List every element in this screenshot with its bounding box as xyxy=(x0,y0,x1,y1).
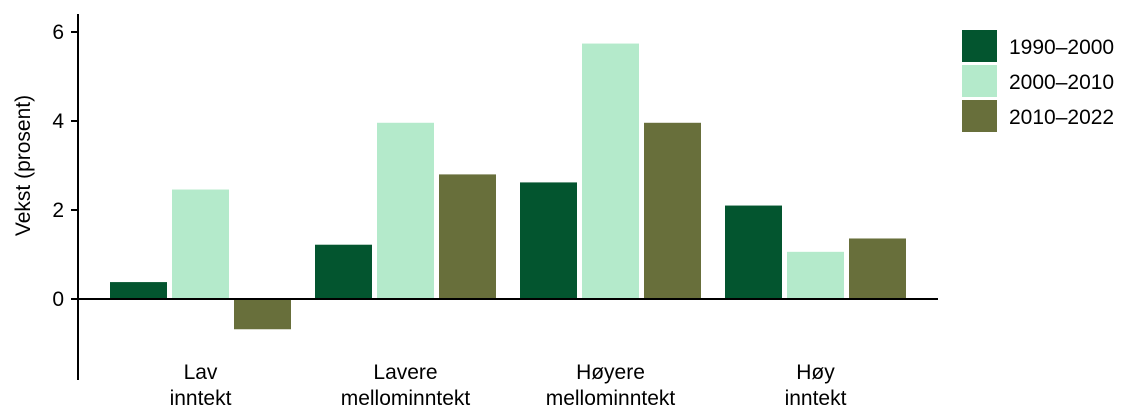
legend-swatch-1 xyxy=(962,30,997,62)
legend-swatch-3 xyxy=(962,100,997,132)
y-tick-label: 4 xyxy=(52,110,64,133)
legend-label-2: 2000–2010 xyxy=(1009,71,1114,94)
bar-1-3 xyxy=(520,182,577,299)
bar-1-2 xyxy=(315,244,372,299)
legend-label-1: 1990–2000 xyxy=(1009,36,1114,59)
x-tick-label: inntekt xyxy=(785,387,847,408)
x-tick-label: mellominntekt xyxy=(341,387,471,408)
bars xyxy=(110,43,906,330)
x-tick-label: mellominntekt xyxy=(546,387,676,408)
legend-label-3: 2010–2022 xyxy=(1009,106,1114,129)
x-tick-label: inntekt xyxy=(170,387,232,408)
bar-2-4 xyxy=(787,251,844,299)
y-axis: 0 2 4 6 xyxy=(52,14,79,380)
bar-1-4 xyxy=(725,205,782,299)
bar-3-4 xyxy=(849,238,906,299)
x-tick-label: Lav xyxy=(184,361,218,384)
legend-swatch-2 xyxy=(962,65,997,97)
x-tick-label: Høy xyxy=(796,361,835,384)
bar-3-3 xyxy=(644,122,701,299)
bar-1-1 xyxy=(110,282,167,299)
y-tick-label: 6 xyxy=(52,21,64,44)
bar-3-2 xyxy=(439,174,496,299)
bar-2-2 xyxy=(377,122,434,299)
x-axis: Lav inntekt Lavere mellominntekt Høyere mello… xyxy=(78,298,938,410)
y-tick-label: 0 xyxy=(52,288,64,311)
y-axis-label: Vekst (prosent) xyxy=(12,95,35,236)
bar-2-1 xyxy=(172,189,229,299)
bar-2-3 xyxy=(582,43,639,299)
legend: 1990–2000 2000–2010 2010–2022 xyxy=(962,30,1114,132)
y-tick-label: 2 xyxy=(52,199,64,222)
bar-3-1 xyxy=(234,299,291,330)
x-tick-label: Lavere xyxy=(373,361,437,384)
x-tick-label: Høyere xyxy=(576,361,645,384)
